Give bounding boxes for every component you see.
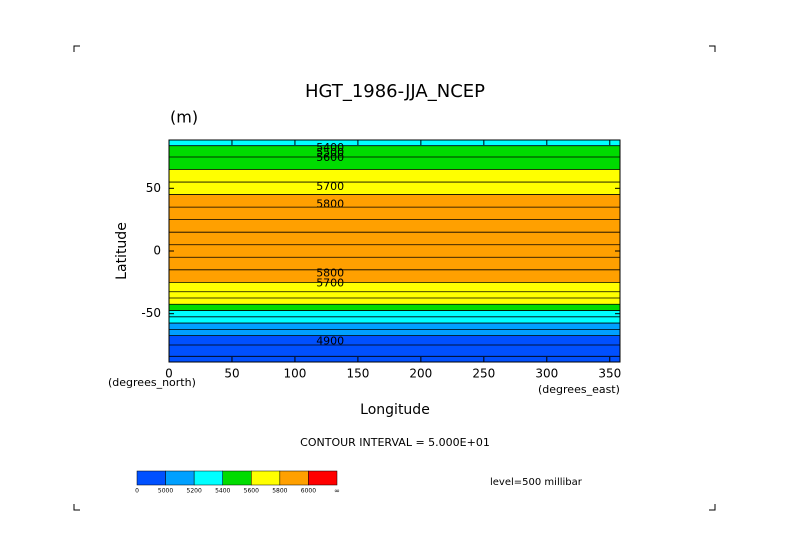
colorbar-label: ∞ <box>334 487 340 495</box>
colorbar-label: 0 <box>135 488 139 495</box>
colorbar-box <box>279 470 309 486</box>
height-band <box>169 329 620 336</box>
y-tick-label: 0 <box>153 244 161 258</box>
height-band <box>169 335 620 346</box>
y-tick-label: 50 <box>146 181 161 195</box>
height-band <box>169 345 620 357</box>
height-band <box>169 145 620 157</box>
colorbar-label: 5800 <box>272 488 287 495</box>
x-tick-label: 0 <box>165 367 173 381</box>
y-axis-label: Latitude <box>114 222 130 280</box>
height-band <box>169 169 620 183</box>
x-tick-label: 250 <box>472 367 495 381</box>
colorbar-box <box>193 470 223 486</box>
colorbar-box <box>165 470 195 486</box>
x-tick-label: 200 <box>409 367 432 381</box>
colorbar-box <box>308 470 338 486</box>
height-band <box>169 219 620 233</box>
x-tick-label: 150 <box>346 367 369 381</box>
contour-label: 5700 <box>316 277 344 290</box>
height-band <box>169 323 620 330</box>
height-band <box>169 244 620 258</box>
colorbar-box <box>222 470 252 486</box>
corner <box>73 504 80 511</box>
height-band <box>169 257 620 270</box>
height-band <box>169 207 620 220</box>
colorbar-label: 5200 <box>187 488 202 495</box>
x-tick-label: 100 <box>283 367 306 381</box>
colorbar-label: 6000 <box>301 488 316 495</box>
colorbar-label: 5000 <box>158 488 173 495</box>
height-band <box>169 269 620 283</box>
contour-label: 5600 <box>316 151 344 164</box>
height-band <box>169 298 620 305</box>
height-band <box>169 194 620 208</box>
height-band <box>169 356 620 362</box>
corner <box>709 45 716 52</box>
height-band <box>169 182 620 195</box>
contour-interval: CONTOUR INTERVAL = 5.000E+01 <box>300 436 490 449</box>
x-units: (degrees_east) <box>538 383 620 396</box>
height-band <box>169 282 620 292</box>
colorbar-box <box>251 470 281 486</box>
corner <box>709 504 716 511</box>
contour-label: 5700 <box>316 180 344 193</box>
contour-label: 5800 <box>316 198 344 211</box>
y-units: (degrees_north) <box>108 376 196 389</box>
level: level=500 millibar <box>490 477 583 488</box>
contour-label: 4900 <box>316 334 344 347</box>
height-band <box>169 304 620 311</box>
colorbar-label: 5400 <box>215 488 230 495</box>
x-tick-label: 50 <box>224 367 239 381</box>
height-band <box>169 140 620 146</box>
contour-label: 5400 <box>316 141 344 154</box>
y-tick-label: -50 <box>141 306 161 320</box>
corner-marks <box>73 45 716 511</box>
contour-label: 5800 <box>316 267 344 280</box>
x-tick-label: 350 <box>598 367 621 381</box>
x-axis-label: Longitude <box>360 402 430 418</box>
height-band <box>169 310 620 317</box>
colorbar-label: 5600 <box>244 488 259 495</box>
chart-title: HGT_1986-JJA_NCEP <box>305 81 485 102</box>
contour-label: 5500 <box>316 146 344 159</box>
height-band <box>169 232 620 245</box>
height-band <box>169 156 620 170</box>
units: (m) <box>170 108 198 127</box>
height-band <box>169 316 620 324</box>
x-tick-label: 300 <box>535 367 558 381</box>
corner <box>73 45 80 52</box>
colorbar-box <box>136 470 166 486</box>
height-band <box>169 291 620 299</box>
